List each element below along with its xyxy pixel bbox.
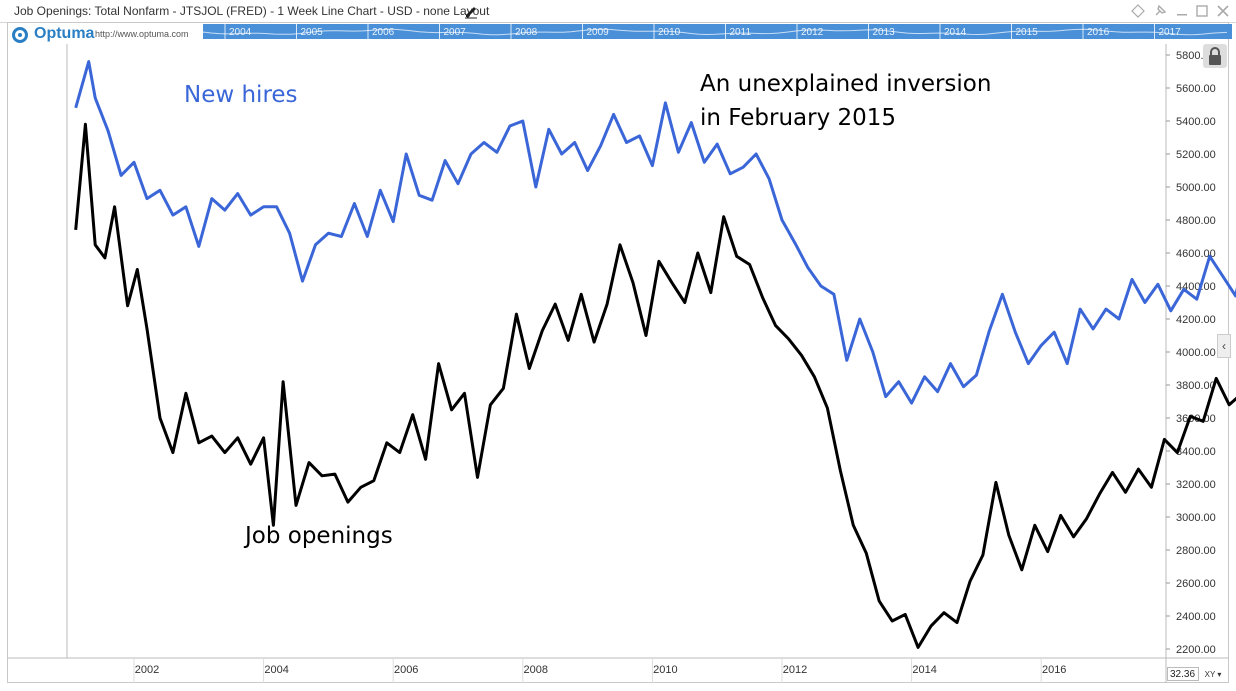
navigator-year-label: 2014 [944,27,967,38]
navigator-strip[interactable]: 2004 2005 2006 2007 2008 2009 2010 2011 2012 2013… [202,24,1232,39]
x-tick-label: 2016 [1042,664,1066,676]
x-tick-label: 2012 [783,664,807,676]
navigator-year-label: 2015 [1016,27,1039,38]
y-tick-label: 4600.00 [1176,248,1216,260]
navigator-year-label: 2017 [1159,27,1182,38]
navigator-timeline[interactable]: 2004 2005 2006 2007 2008 2009 2010 2011 2012 2013… [202,24,1232,39]
y-tick-label: 3800.00 [1176,380,1216,392]
optuma-logo-icon [12,27,28,43]
inversion-annotation-line-1: An unexplained inversion [700,71,992,97]
x-axis-ticks: 2002 2004 2006 2008 2010 2012 2014 2016 [133,658,1066,683]
edit-icon[interactable] [463,3,479,19]
new-hires-label: New hires [184,82,298,108]
maximize-icon[interactable] [1194,3,1210,19]
y-tick-label: 5600.00 [1176,83,1216,95]
pin-icon[interactable] [1152,3,1168,19]
y-tick-label: 3200.00 [1176,479,1216,491]
collapse-panel-button[interactable]: ‹ [1217,334,1231,358]
navigator-year-label: 2006 [372,27,395,38]
navigator-year-label: 2004 [229,27,252,38]
y-tick-label: 5200.00 [1176,149,1216,161]
navigator-year-label: 2009 [587,27,610,38]
navigator-mini-line [202,28,1228,36]
logo-brand: Optuma [34,25,95,42]
y-tick-label: 2600.00 [1176,578,1216,590]
navigator-year-label: 2013 [873,27,896,38]
y-tick-label: 4800.00 [1176,215,1216,227]
logo-url: http://www.optuma.com [95,29,189,39]
x-tick-label: 2002 [135,664,159,676]
diamond-icon[interactable] [1130,3,1146,19]
y-tick-label: 4200.00 [1176,314,1216,326]
minimize-icon[interactable] [1174,3,1190,19]
y-tick-label: 5400.00 [1176,116,1216,128]
y-tick-label: 3000.00 [1176,512,1216,524]
inversion-annotation: An unexplained inversion in February 201… [700,67,991,135]
y-tick-label: 2200.00 [1176,644,1216,656]
x-tick-label: 2010 [653,664,677,676]
y-axis-ticks: 2200.00 2400.00 2600.00 2800.00 3000.00 3200.… [1166,50,1216,656]
job-openings-line [74,122,1236,649]
xy-toggle-button[interactable]: XY ▾ [1201,668,1225,681]
x-tick-label: 2008 [524,664,548,676]
navigator-year-label: 2016 [1087,27,1110,38]
zoom-input[interactable]: 32.36 [1167,667,1199,681]
navigator-year-label: 2012 [801,27,824,38]
y-tick-label: 3400.00 [1176,446,1216,458]
y-tick-label: 2800.00 [1176,545,1216,557]
x-tick-label: 2006 [394,664,418,676]
y-tick-label: 5000.00 [1176,182,1216,194]
lock-icon [1209,47,1221,65]
x-tick-label: 2014 [912,664,936,676]
optuma-logo: Optuma http://www.optuma.com [9,25,203,44]
y-tick-label: 2400.00 [1176,611,1216,623]
lock-button[interactable] [1203,44,1227,68]
new-hires-line [74,60,1236,405]
navigator-year-label: 2010 [658,27,681,38]
window-title: Job Openings: Total Nonfarm - JTSJOL (FR… [14,4,490,18]
x-tick-label: 2004 [264,664,288,676]
close-icon[interactable] [1215,3,1231,19]
series-layer [74,60,1236,649]
chevron-down-icon: ▾ [1217,670,1222,679]
job-openings-label: Job openings [245,523,393,549]
xy-label: XY [1204,670,1216,679]
navigator-year-label: 2011 [730,27,752,38]
chevron-left-icon: ‹ [1222,339,1226,353]
inversion-annotation-line-2: in February 2015 [700,105,897,131]
y-tick-label: 4000.00 [1176,347,1216,359]
